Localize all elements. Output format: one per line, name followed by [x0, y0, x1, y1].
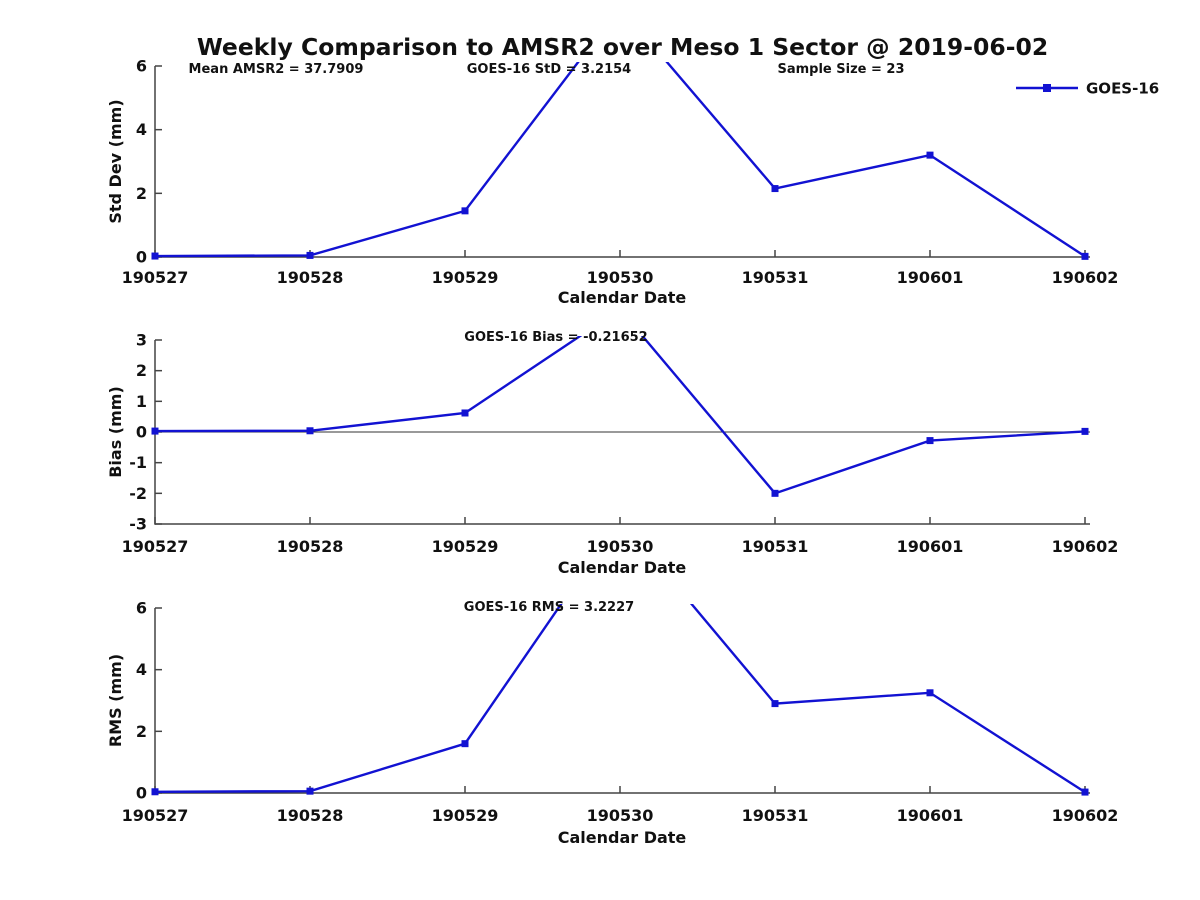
- y-tick-label: 6: [136, 57, 147, 76]
- data-point-marker: [306, 251, 314, 259]
- annotation-text: GOES-16 StD = 3.2154: [467, 62, 631, 77]
- series-goes16: [151, 604, 1089, 796]
- y-tick-label: 6: [136, 599, 147, 618]
- y-tick-label: -1: [129, 453, 147, 472]
- data-point-marker: [771, 700, 779, 708]
- y-axis-label: RMS (mm): [106, 654, 125, 747]
- x-axis-label: Calendar Date: [558, 558, 687, 577]
- x-tick-label: 190529: [432, 806, 499, 825]
- x-tick-label: 190527: [122, 268, 189, 287]
- x-tick-label: 190601: [897, 806, 964, 825]
- data-line: [154, 62, 1086, 258]
- y-tick-label: -3: [129, 515, 147, 534]
- legend-label: GOES-16: [1086, 80, 1159, 98]
- data-line: [154, 336, 1086, 495]
- x-tick-label: 190527: [122, 806, 189, 825]
- data-point-marker: [1081, 427, 1089, 435]
- x-tick-label: 190530: [587, 806, 654, 825]
- y-tick-label: 0: [136, 784, 147, 803]
- series-goes16: [151, 62, 1089, 260]
- y-tick-label: 3: [136, 331, 147, 350]
- y-tick-label: 2: [136, 361, 147, 380]
- y-tick-label: 4: [136, 120, 147, 139]
- series-goes16: [151, 336, 1089, 497]
- annotation-text: Sample Size = 23: [777, 62, 904, 77]
- y-axis-label: Bias (mm): [106, 386, 125, 478]
- x-tick-label: 190602: [1052, 806, 1119, 825]
- y-tick-label: 0: [136, 248, 147, 267]
- x-tick-label: 190601: [897, 537, 964, 556]
- x-tick-label: 190530: [587, 268, 654, 287]
- x-tick-label: 190601: [897, 268, 964, 287]
- data-point-marker: [306, 427, 314, 435]
- data-point-marker: [771, 489, 779, 497]
- y-tick-label: 2: [136, 722, 147, 741]
- x-tick-label: 190531: [742, 806, 809, 825]
- x-tick-label: 190528: [277, 537, 344, 556]
- y-axis-label: Std Dev (mm): [106, 99, 125, 223]
- data-point-marker: [461, 740, 469, 748]
- y-tick-label: 1: [136, 392, 147, 411]
- bias-chart: -3 -2 -1 0 1 2 3 190527 190528 190529 190530 190531…: [106, 330, 1119, 577]
- x-tick-label: 190529: [432, 537, 499, 556]
- data-point-marker: [926, 689, 934, 697]
- figure-title: Weekly Comparison to AMSR2 over Meso 1 S…: [196, 33, 1049, 61]
- axes: -3 -2 -1 0 1 2 3 190527 190528 190529 190530 190531…: [122, 331, 1119, 557]
- std-dev-chart: 0 2 4 6 190527 190528 190529 190530 190531 190601…: [106, 57, 1159, 308]
- x-axis-label: Calendar Date: [558, 288, 687, 307]
- data-point-marker: [306, 787, 314, 795]
- data-point-marker: [926, 437, 934, 445]
- axes: 0 2 4 6 190527 190528 190529 190530 190531 190601…: [122, 57, 1119, 288]
- annotation-text: Mean AMSR2 = 37.7909: [189, 62, 364, 77]
- data-line: [154, 604, 1086, 794]
- x-tick-label: 190527: [122, 537, 189, 556]
- axes: 0 2 4 6 190527 190528 190529 190530 190531 190601…: [122, 599, 1119, 826]
- x-tick-label: 190529: [432, 268, 499, 287]
- y-tick-label: 0: [136, 423, 147, 442]
- x-tick-label: 190531: [742, 537, 809, 556]
- data-point-marker: [151, 427, 159, 435]
- data-point-marker: [461, 207, 469, 215]
- x-tick-label: 190530: [587, 537, 654, 556]
- annotation-text: GOES-16 RMS = 3.2227: [464, 600, 634, 615]
- data-point-marker: [461, 409, 469, 417]
- y-tick-label: -2: [129, 484, 147, 503]
- annotation-text: GOES-16 Bias = -0.21652: [464, 330, 647, 345]
- data-point-marker: [151, 252, 159, 260]
- data-point-marker: [1081, 788, 1089, 796]
- x-tick-label: 190602: [1052, 537, 1119, 556]
- rms-chart: 0 2 4 6 190527 190528 190529 190530 190531 190601…: [106, 599, 1119, 848]
- legend-marker: [1043, 84, 1051, 92]
- x-axis-label: Calendar Date: [558, 828, 687, 847]
- x-tick-label: 190528: [277, 806, 344, 825]
- y-tick-label: 4: [136, 660, 147, 679]
- data-point-marker: [151, 788, 159, 796]
- legend: GOES-16: [1016, 80, 1159, 98]
- data-point-marker: [771, 185, 779, 193]
- x-tick-label: 190528: [277, 268, 344, 287]
- x-tick-label: 190602: [1052, 268, 1119, 287]
- y-tick-label: 2: [136, 184, 147, 203]
- data-point-marker: [926, 151, 934, 159]
- data-point-marker: [1081, 252, 1089, 260]
- x-tick-label: 190531: [742, 268, 809, 287]
